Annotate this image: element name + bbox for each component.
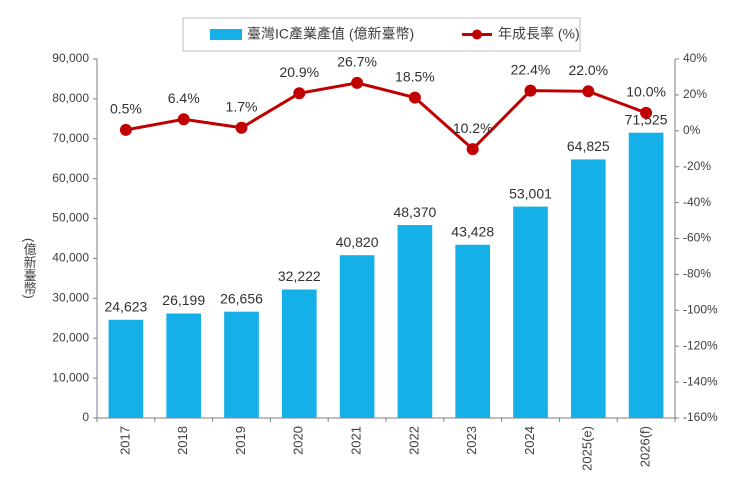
line-marker [408, 91, 421, 104]
bar-value-label: 26,656 [220, 290, 263, 306]
bar-value-label: 40,820 [336, 234, 379, 250]
bar-value-label: 32,222 [278, 268, 321, 284]
legend-label: 年成長率 (%) [498, 26, 580, 42]
line-marker [466, 143, 479, 156]
line-marker [293, 87, 306, 100]
x-tick-label: 2023 [464, 426, 479, 455]
line-value-label: 22.0% [568, 62, 608, 78]
bar-value-label: 53,001 [509, 185, 552, 201]
y2-tick-label: -140% [683, 374, 718, 388]
y-axis-title: (億新臺幣) [22, 238, 37, 299]
y-tick-label: 40,000 [52, 251, 89, 265]
legend-label: 臺灣IC產業產值 (億新臺幣) [247, 26, 414, 42]
legend-box [182, 17, 581, 52]
bar [339, 255, 375, 418]
line-value-label: 22.4% [511, 61, 551, 77]
bar-value-label: 43,428 [451, 223, 494, 239]
y-tick-label: 90,000 [52, 51, 89, 65]
bar [166, 313, 202, 418]
line-marker [640, 106, 653, 119]
x-tick-label: 2022 [406, 426, 421, 455]
x-tick-label: 2025(e) [580, 426, 595, 471]
y2-tick-label: 40% [683, 51, 707, 65]
line-value-label: 6.4% [168, 90, 200, 106]
bar-value-label: 24,623 [104, 298, 147, 314]
y2-tick-label: -120% [683, 338, 718, 352]
x-tick-label: 2024 [522, 426, 537, 455]
y-tick-label: 0 [82, 410, 89, 424]
bar [455, 244, 491, 418]
line-marker [119, 123, 132, 136]
line-marker [524, 84, 537, 97]
y-tick-label: 70,000 [52, 131, 89, 145]
bar-value-label: 26,199 [162, 292, 205, 308]
line-marker [177, 113, 190, 126]
x-tick-label: 2020 [291, 426, 306, 455]
line-marker [235, 121, 248, 134]
bar [108, 319, 144, 418]
y2-tick-label: -60% [683, 231, 711, 245]
bar [570, 159, 606, 418]
x-tick-label: 2021 [349, 426, 364, 455]
line-value-label: 20.9% [279, 64, 319, 80]
y2-tick-label: -40% [683, 195, 711, 209]
x-tick-label: 2017 [117, 426, 132, 455]
bar-value-label: 48,370 [393, 204, 436, 220]
line-value-label: 18.5% [395, 68, 435, 84]
y2-tick-label: -100% [683, 302, 718, 316]
y2-tick-label: -80% [683, 267, 711, 281]
y2-tick-label: 0% [683, 123, 701, 137]
y2-tick-label: 20% [683, 87, 707, 101]
bar [281, 289, 317, 418]
bar [628, 132, 664, 419]
bar-value-label: 71,525 [625, 111, 668, 127]
y-tick-label: 30,000 [52, 291, 89, 305]
line [125, 81, 647, 152]
y-tick-label: 50,000 [52, 211, 89, 225]
y-tick-label: 10,000 [52, 370, 89, 384]
bar-value-label: 64,825 [567, 138, 610, 154]
x-tick-label: 2018 [175, 426, 190, 455]
legend-swatch [210, 29, 242, 40]
line-marker [582, 85, 595, 98]
legend-swatch [472, 29, 482, 40]
line-marker [351, 76, 364, 89]
x-tick-label: 2019 [233, 426, 248, 455]
y2-tick-label: -160% [683, 410, 718, 424]
y-tick-label: 20,000 [52, 330, 89, 344]
bar [397, 225, 433, 418]
line-value-label: 26.7% [337, 54, 377, 70]
line-value-label: 1.7% [226, 98, 258, 114]
y-tick-label: 60,000 [52, 171, 89, 185]
y-tick-label: 80,000 [52, 91, 89, 105]
bar [224, 311, 259, 418]
line-value-label: 0.5% [110, 101, 142, 117]
bar [513, 206, 548, 418]
y2-tick-label: -20% [683, 159, 711, 173]
line-value-label: 10.2% [453, 120, 493, 136]
x-tick-label: 2026(f) [638, 426, 653, 467]
line-value-label: 10.0% [626, 84, 666, 100]
